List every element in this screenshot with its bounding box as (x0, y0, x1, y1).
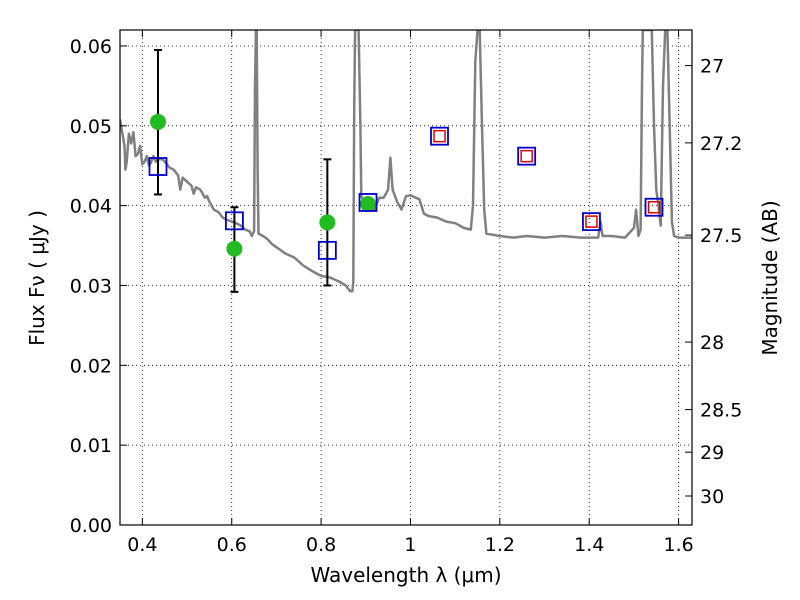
model-band-point (317, 240, 337, 260)
model-band-inner-point (585, 215, 598, 228)
observed-points (149, 113, 377, 257)
observed-point (360, 196, 377, 213)
x-tick-label: 0.4 (127, 534, 157, 556)
model-band-inner-point (647, 200, 661, 214)
model-band-point (644, 197, 664, 217)
y-tick-label: 0.06 (70, 36, 112, 58)
observed-point (149, 113, 166, 130)
x-tick-label: 1 (404, 534, 416, 556)
right-tick-label: 30 (700, 486, 724, 508)
model-band-point (358, 193, 378, 212)
x-axis-ticks: 0.4 0.6 0.8 1 1.2 1.4 1.6 (127, 30, 694, 556)
y-tick-label: 0.04 (70, 196, 112, 218)
right-tick-label: 28 (700, 332, 724, 354)
x-tick-label: 0.8 (306, 534, 336, 556)
x-tick-label: 1.6 (663, 534, 693, 556)
right-tick-label: 27.5 (700, 225, 742, 247)
y-axis-label: Flux Fν ( μJy ) (25, 210, 49, 346)
model-band-point (148, 157, 168, 176)
right-tick-label: 27 (700, 56, 724, 78)
observed-point (319, 214, 336, 231)
right-tick-label: 27.2 (700, 133, 742, 155)
model-band-inner-point (520, 149, 533, 163)
model-band-point (517, 146, 537, 166)
x-tick-label: 0.6 (217, 534, 247, 556)
y-axis-ticks: 0.00 0.01 0.02 0.03 0.04 0.05 0.06 (70, 36, 127, 537)
right-axis-ticks: 27 27.2 27.5 28 28.5 29 30 (685, 56, 742, 508)
x-tick-label: 1.2 (485, 534, 515, 556)
y-tick-label: 0.05 (70, 116, 112, 138)
model-band-point (582, 212, 601, 232)
y-tick-label: 0.00 (70, 515, 112, 537)
observed-point (226, 240, 243, 257)
right-tick-label: 28.5 (700, 400, 742, 422)
model-band-point (224, 211, 244, 231)
x-tick-label: 1.4 (574, 534, 604, 556)
x-axis-label: Wavelength λ (μm) (310, 563, 501, 587)
y-tick-label: 0.02 (70, 355, 112, 377)
model-band-point (430, 126, 449, 146)
plot-background (120, 30, 692, 525)
y-tick-label: 0.03 (70, 275, 112, 297)
model-band-inner-point (433, 129, 446, 143)
plot-frame (119, 29, 693, 526)
y-tick-label: 0.01 (70, 435, 112, 457)
right-axis-label: Magnitude (AB) (758, 200, 782, 355)
model-band-points (148, 126, 664, 260)
right-tick-label: 29 (700, 442, 724, 464)
